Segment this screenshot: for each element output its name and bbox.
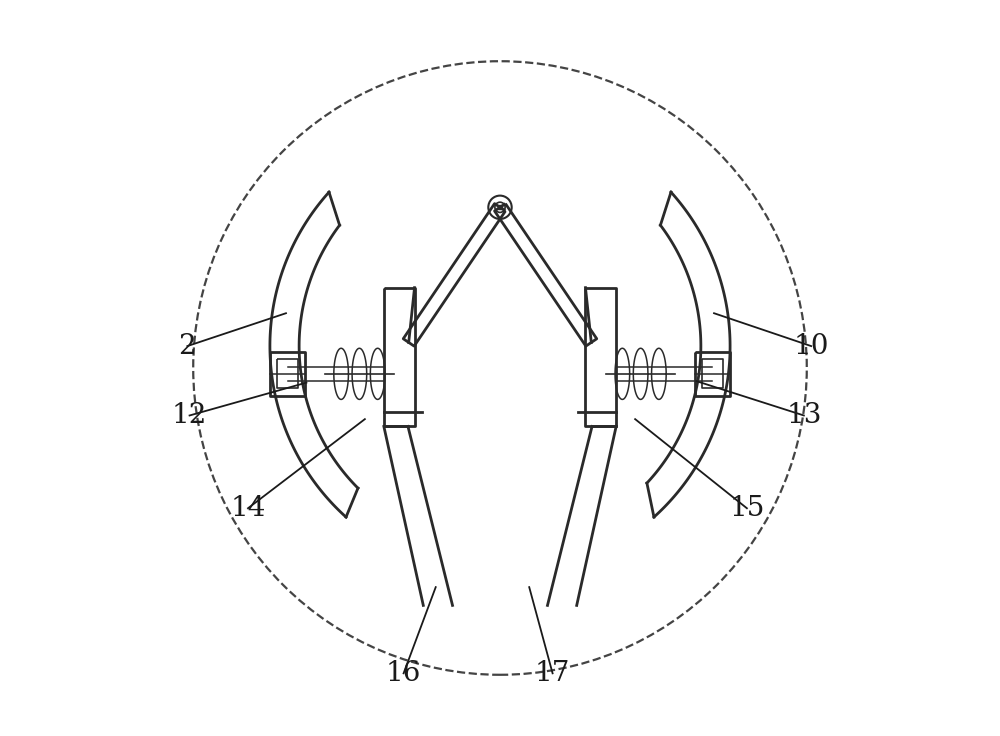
Text: 15: 15 (729, 495, 765, 522)
Text: 10: 10 (793, 333, 829, 360)
Bar (498, 205, 502, 210)
Text: 12: 12 (172, 402, 207, 429)
Text: 17: 17 (535, 660, 570, 687)
Text: 2: 2 (179, 333, 196, 360)
Text: 13: 13 (786, 402, 822, 429)
Text: 16: 16 (386, 660, 421, 687)
Text: 14: 14 (230, 495, 266, 522)
